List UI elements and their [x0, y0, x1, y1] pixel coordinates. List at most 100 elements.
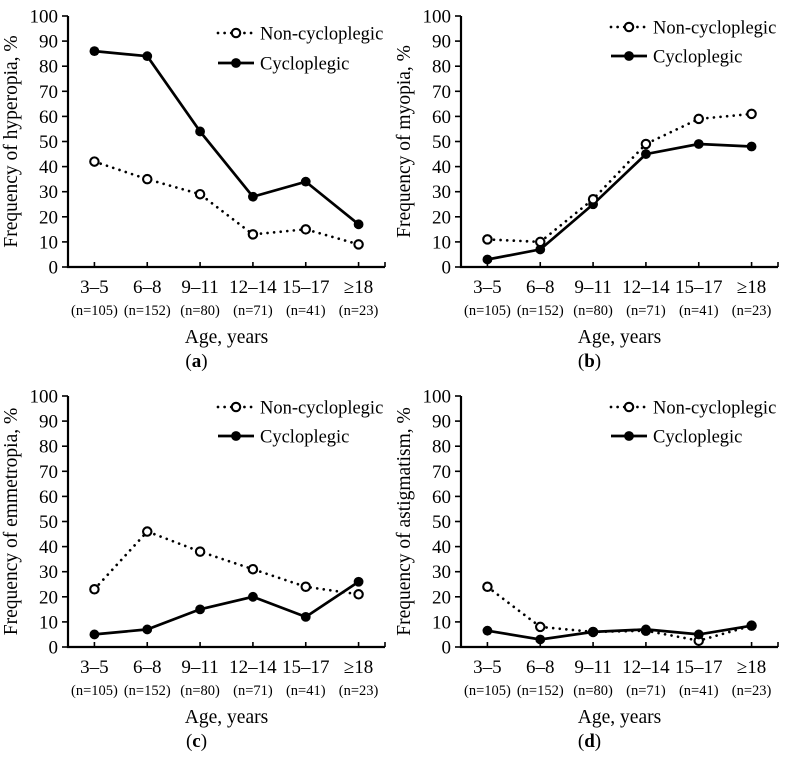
- legend-label-cycloplegic: Cycloplegic: [260, 55, 349, 75]
- y-tick-label: 20: [432, 207, 451, 228]
- x-axis-title: Age, years: [578, 327, 661, 348]
- sample-size-label: (n=23): [339, 683, 379, 699]
- sample-size-label: (n=41): [286, 303, 326, 319]
- y-tick-label: 100: [30, 7, 59, 28]
- y-tick-label: 60: [432, 487, 451, 508]
- marker-open-circle-non-cycloplegic: [247, 563, 259, 575]
- marker-filled-circle-cycloplegic: [693, 629, 704, 640]
- y-tick-label: 70: [432, 462, 451, 483]
- sample-size-label: (n=80): [180, 683, 220, 699]
- sample-size-label: (n=71): [626, 303, 666, 319]
- x-tick-label: 6–8: [526, 657, 555, 678]
- caption-close-paren: ): [595, 731, 601, 752]
- marker-open-circle-non-cycloplegic: [693, 113, 704, 125]
- x-tick-label: 9–11: [181, 657, 218, 678]
- y-tick-label: 100: [423, 387, 452, 408]
- y-axis-title: Frequency of myopia, %: [394, 45, 415, 238]
- caption-letter: b: [584, 351, 595, 372]
- x-tick-label: 15–17: [282, 657, 330, 678]
- caption-open-paren: (: [186, 731, 192, 752]
- marker-filled-circle-cycloplegic: [482, 625, 493, 636]
- x-axis-title: Age, years: [578, 707, 661, 728]
- legend-label-non-cycloplegic: Non-cycloplegic: [260, 25, 383, 45]
- legend-label-cycloplegic: Cycloplegic: [260, 428, 349, 448]
- chart-line-cycloplegic: [487, 142, 752, 261]
- marker-open-circle-non-cycloplegic: [247, 229, 259, 240]
- x-tick-label: 12–14: [622, 277, 670, 298]
- marker-open-circle-non-cycloplegic: [535, 621, 546, 633]
- y-tick-label: 50: [39, 512, 58, 533]
- sample-size-label: (n=152): [517, 683, 564, 699]
- caption-close-paren: ): [201, 731, 207, 752]
- y-axis-title: Frequency of emmetropia, %: [1, 408, 22, 635]
- x-tick-label: 3–5: [473, 657, 502, 678]
- legend-marker-filled-circle: [624, 431, 634, 441]
- marker-filled-circle-cycloplegic: [353, 576, 364, 587]
- y-tick-label: 100: [30, 387, 59, 408]
- y-tick-label: 70: [39, 462, 58, 483]
- y-tick-label: 40: [432, 157, 451, 178]
- y-tick-label: 20: [432, 587, 451, 608]
- marker-filled-circle-cycloplegic: [482, 254, 493, 265]
- x-tick-label: 15–17: [675, 277, 723, 298]
- y-tick-label: 30: [432, 562, 451, 583]
- x-tick-label: 3–5: [80, 657, 109, 678]
- legend-label-cycloplegic: Cycloplegic: [653, 48, 742, 68]
- y-tick-label: 0: [442, 258, 452, 279]
- sample-size-label: (n=80): [573, 683, 613, 699]
- caption-letter: c: [192, 731, 200, 752]
- legend-marker-filled-circle: [231, 58, 241, 68]
- chart-line-cycloplegic: [487, 624, 752, 641]
- legend-label-cycloplegic: Cycloplegic: [653, 428, 742, 448]
- y-tick-label: 40: [432, 537, 451, 558]
- x-axis-title: Age, years: [185, 327, 268, 348]
- x-tick-label: 9–11: [181, 277, 218, 298]
- x-tick-label: 3–5: [80, 277, 109, 298]
- x-tick-label: 12–14: [622, 657, 670, 678]
- sample-size-label: (n=80): [573, 303, 613, 319]
- y-tick-label: 80: [39, 57, 58, 78]
- y-tick-label: 60: [39, 107, 58, 128]
- chart-line-non-cycloplegic: [486, 112, 753, 244]
- caption-open-paren: (: [578, 731, 584, 752]
- marker-open-circle-non-cycloplegic: [194, 546, 206, 557]
- legend-marker-open-circle: [230, 27, 242, 39]
- y-tick-label: 90: [432, 412, 451, 433]
- sample-size-label: (n=41): [286, 683, 326, 699]
- marker-filled-circle-cycloplegic: [693, 139, 704, 149]
- y-tick-label: 60: [39, 487, 58, 508]
- marker-filled-circle-cycloplegic: [535, 244, 546, 255]
- marker-open-circle-non-cycloplegic: [300, 581, 311, 593]
- x-tick-label: ≥18: [737, 657, 766, 678]
- marker-filled-circle-cycloplegic: [641, 149, 651, 159]
- y-axis-title: Frequency of hyperopia, %: [1, 35, 22, 247]
- marker-filled-circle-cycloplegic: [588, 627, 598, 637]
- chart-line-non-cycloplegic: [93, 160, 360, 246]
- marker-filled-circle-cycloplegic: [746, 620, 757, 631]
- x-tick-label: 15–17: [675, 657, 723, 678]
- marker-open-circle-non-cycloplegic: [89, 156, 100, 167]
- y-tick-label: 80: [432, 57, 451, 78]
- y-tick-label: 90: [39, 412, 58, 433]
- sample-size-label: (n=23): [732, 303, 772, 319]
- legend-marker-filled-circle: [231, 431, 241, 441]
- chart-svg-emmetropia: 0 10 20 30 40 50 60 70 80 90 100 3–5 (n=105) 6–8 (n=15…: [1, 387, 386, 752]
- legend-marker-open-circle: [623, 401, 635, 413]
- y-tick-label: 90: [39, 32, 58, 53]
- caption-letter: d: [584, 731, 595, 752]
- caption-open-paren: (: [578, 351, 584, 372]
- marker-open-circle-non-cycloplegic: [482, 581, 493, 593]
- x-tick-label: ≥18: [344, 657, 373, 678]
- y-tick-label: 0: [49, 258, 59, 279]
- chart-svg-hyperopia: 0 10 20 30 40 50 60 70 80 90 100 3–5 (n=105) 6–8 (n=15…: [1, 7, 386, 372]
- x-axis-title: Age, years: [185, 707, 268, 728]
- marker-open-circle-non-cycloplegic: [353, 239, 364, 250]
- caption-open-paren: (: [185, 351, 191, 372]
- marker-open-circle-non-cycloplegic: [194, 188, 206, 200]
- y-tick-label: 0: [49, 638, 59, 659]
- marker-open-circle-non-cycloplegic: [482, 234, 493, 245]
- chart-panel-d: 0 10 20 30 40 50 60 70 80 90 100 3–5 (n=105) 6–8 (n=15…: [393, 380, 787, 759]
- y-tick-label: 60: [432, 107, 451, 128]
- y-tick-label: 10: [432, 612, 451, 633]
